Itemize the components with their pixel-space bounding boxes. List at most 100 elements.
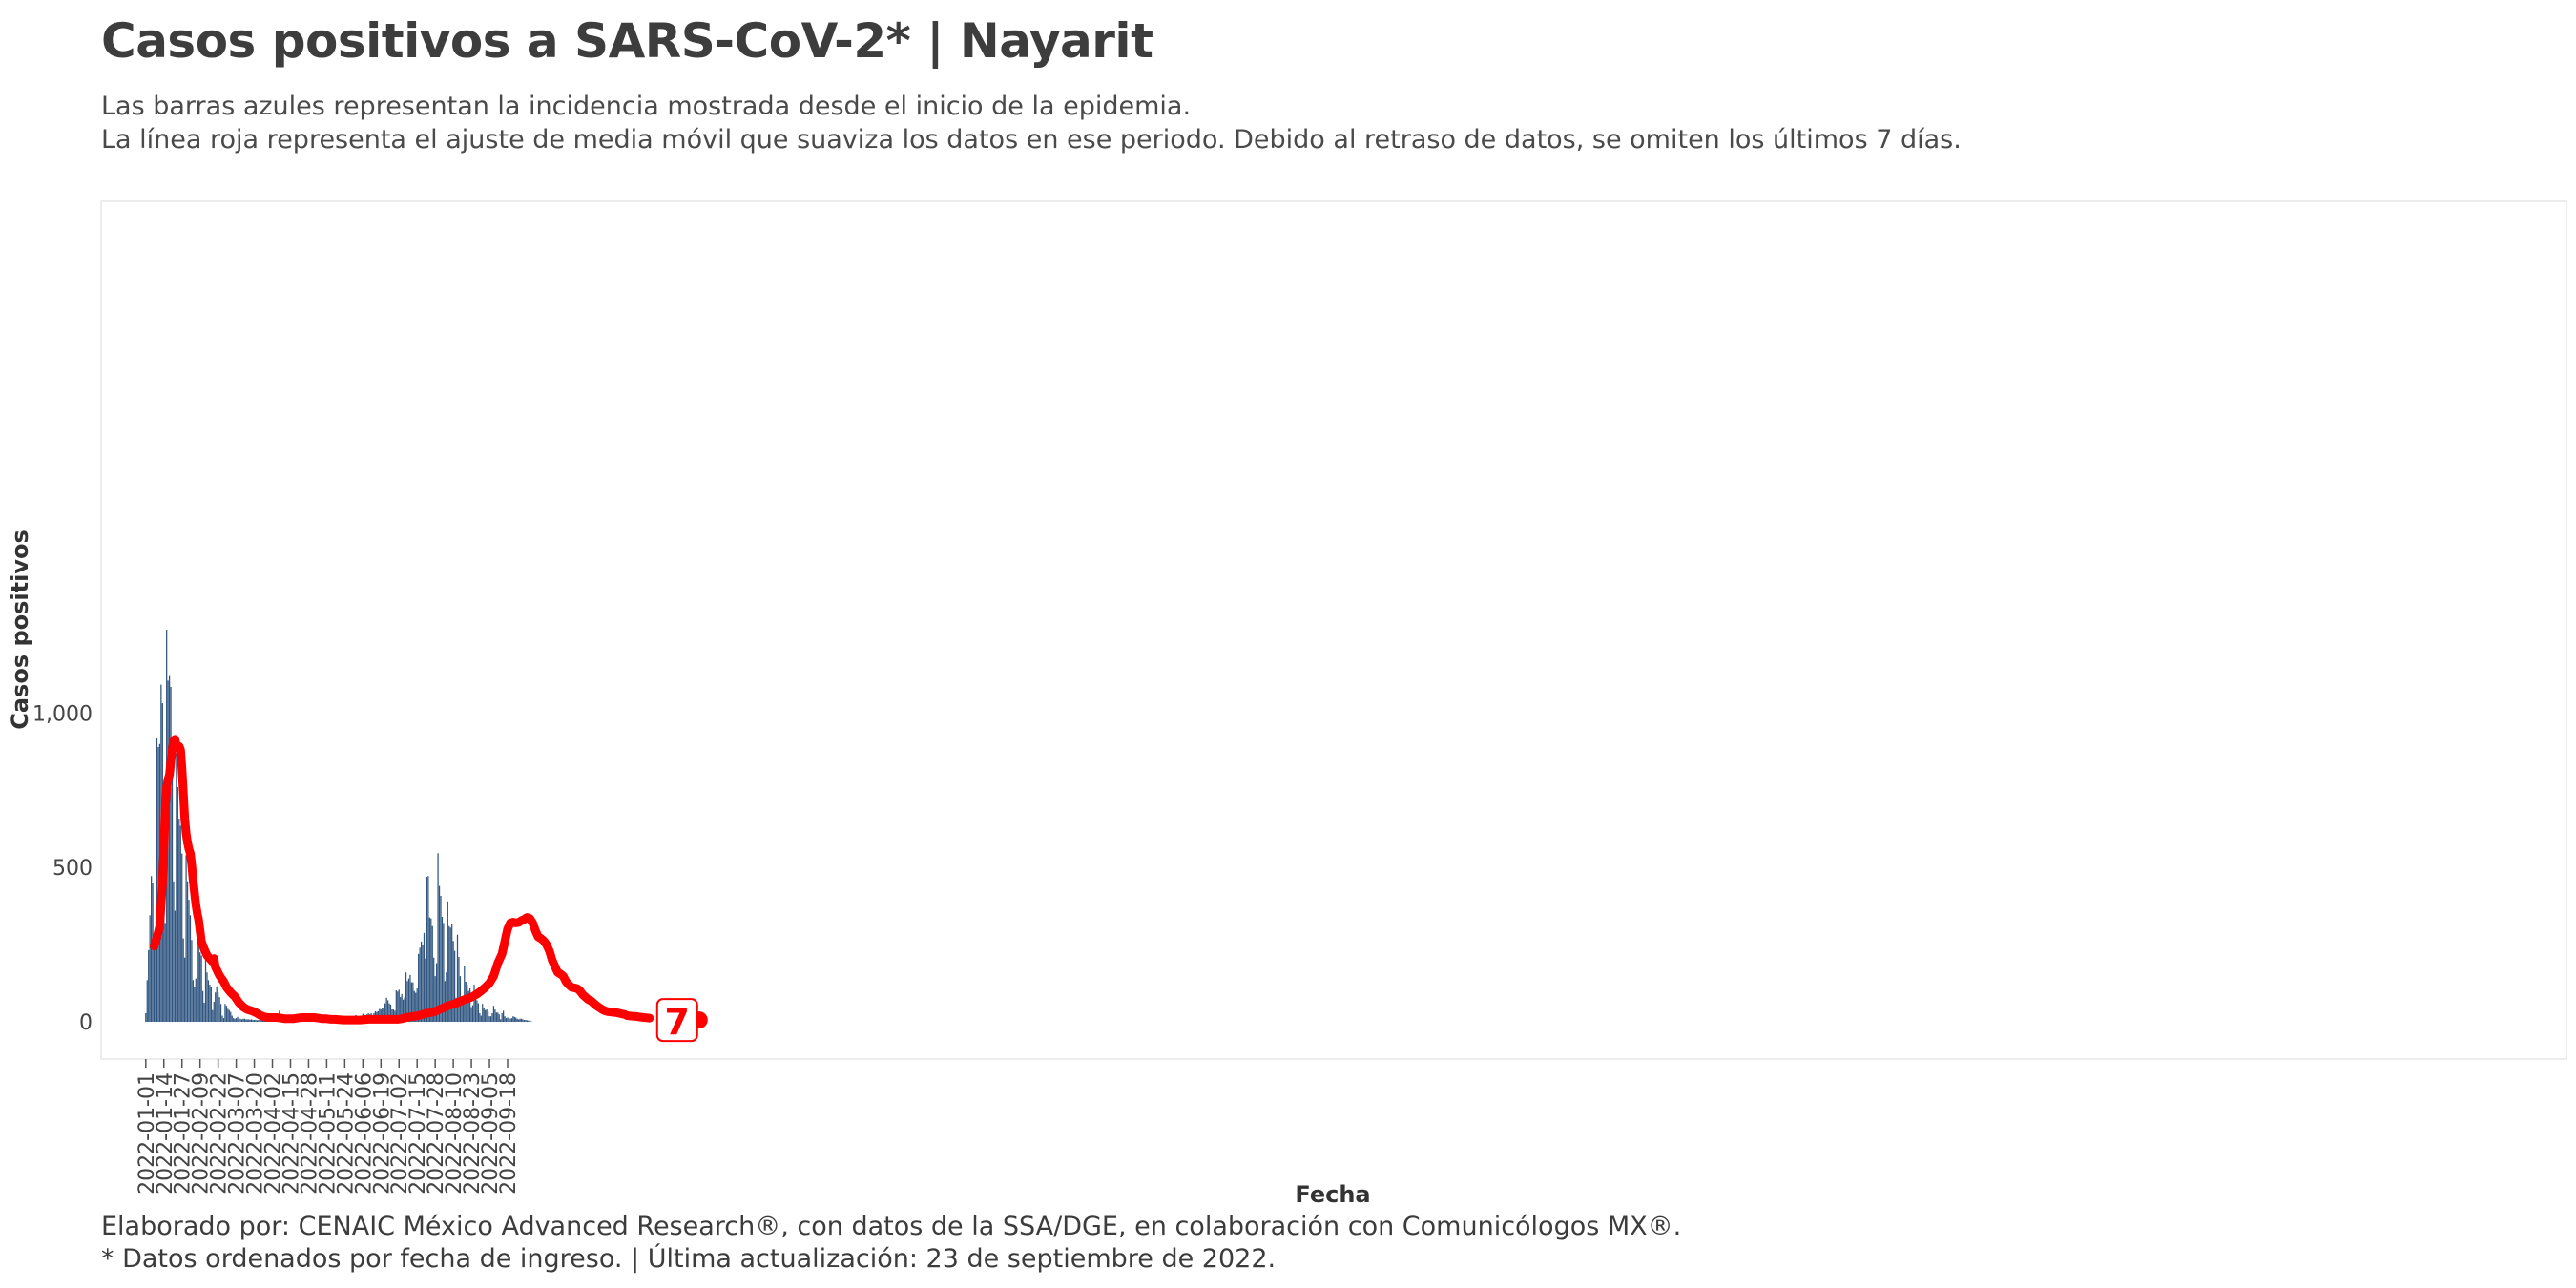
bar [233, 1018, 235, 1022]
bar [464, 966, 466, 1022]
bar [416, 988, 418, 1022]
bar [222, 1018, 225, 1022]
bar [171, 751, 174, 1022]
bar [168, 675, 171, 1022]
bar [426, 876, 428, 1022]
bar [470, 1007, 472, 1022]
bar [258, 1020, 260, 1022]
bar [148, 949, 150, 1022]
bar [516, 1018, 518, 1022]
bar [441, 916, 444, 1022]
bar [212, 1009, 214, 1022]
bar [206, 972, 208, 1022]
bar [413, 990, 415, 1022]
bar [480, 1015, 482, 1022]
bar [203, 1002, 205, 1022]
bar [152, 883, 154, 1022]
bar [453, 950, 456, 1022]
x-tick-label: 2022-07-02 [388, 1072, 412, 1195]
bar [209, 985, 211, 1022]
bar [447, 901, 448, 1022]
moving-average-line [150, 735, 654, 1025]
bar [523, 1020, 526, 1022]
bar [446, 972, 447, 1022]
bar [476, 1000, 478, 1022]
bar [519, 1018, 521, 1022]
bar [510, 1018, 513, 1022]
bar [242, 1018, 244, 1022]
bar [482, 1004, 484, 1022]
bar [155, 949, 156, 1022]
bar [486, 1009, 488, 1022]
x-tick-label: 2022-05-11 [316, 1072, 340, 1195]
bar [249, 1019, 251, 1022]
bar [231, 1015, 233, 1022]
x-tick-label: 2022-03-07 [226, 1072, 250, 1195]
bar [224, 1004, 226, 1022]
x-tick-label: 2022-09-18 [497, 1072, 521, 1195]
chart-subtitle-line-2: La línea roja representa el ajuste de me… [101, 125, 1962, 155]
chart-subtitle-line-1: Las barras azules representan la inciden… [101, 92, 1192, 121]
bar [225, 1006, 228, 1022]
bar [497, 1012, 499, 1022]
bar [425, 958, 426, 1022]
bar [404, 997, 405, 1022]
x-tick-label: 2022-08-10 [443, 1072, 467, 1195]
bar [248, 1019, 250, 1022]
bar [440, 895, 442, 1022]
bar [239, 1018, 241, 1022]
x-tick-label: 2022-03-20 [244, 1072, 268, 1195]
bar [191, 940, 193, 1022]
x-tick-label: 2022-04-28 [298, 1072, 322, 1195]
bar [405, 972, 407, 1022]
bar [427, 876, 429, 1022]
bar [419, 947, 421, 1022]
y-tick-label: 0 [79, 1011, 93, 1035]
bar [395, 989, 397, 1022]
end-value-label: 7 [665, 1001, 690, 1043]
bar [525, 1020, 527, 1022]
bar [184, 957, 186, 1022]
bar [245, 1019, 247, 1022]
bar [204, 950, 207, 1022]
bar [397, 991, 399, 1022]
bar [530, 1021, 532, 1022]
bar [483, 1008, 485, 1022]
bar [207, 980, 210, 1022]
bar [227, 1008, 229, 1022]
bar [449, 927, 451, 1022]
bar [145, 1012, 147, 1022]
x-tick-label: 2022-09-05 [479, 1072, 503, 1195]
x-tick-label: 2022-02-09 [190, 1072, 214, 1195]
bar [477, 1003, 480, 1022]
bar [512, 1016, 514, 1022]
bar [485, 1009, 487, 1022]
bar [526, 1020, 529, 1022]
bar [189, 915, 192, 1022]
x-tick-label: 2022-02-22 [208, 1072, 232, 1195]
bar [515, 1017, 517, 1022]
caption-note: * Datos ordenados por fecha de ingreso. … [101, 1244, 1277, 1274]
bar [235, 1018, 238, 1022]
bar [455, 997, 457, 1022]
bar [385, 997, 387, 1022]
bar [386, 1000, 389, 1022]
bar [504, 1016, 506, 1022]
bar [218, 997, 220, 1022]
bar [228, 1009, 230, 1022]
bar [518, 1019, 520, 1022]
bar [418, 953, 420, 1022]
bar [505, 1018, 508, 1022]
bar [199, 952, 201, 1022]
bar [444, 981, 447, 1022]
bar [422, 945, 424, 1022]
bar [420, 941, 423, 1022]
bar [251, 1019, 253, 1022]
bar [253, 1020, 256, 1022]
bar [243, 1018, 245, 1022]
bar [388, 1003, 390, 1022]
bar [430, 918, 432, 1022]
bar [458, 957, 460, 1022]
bar [176, 753, 177, 1022]
bar [179, 825, 181, 1022]
